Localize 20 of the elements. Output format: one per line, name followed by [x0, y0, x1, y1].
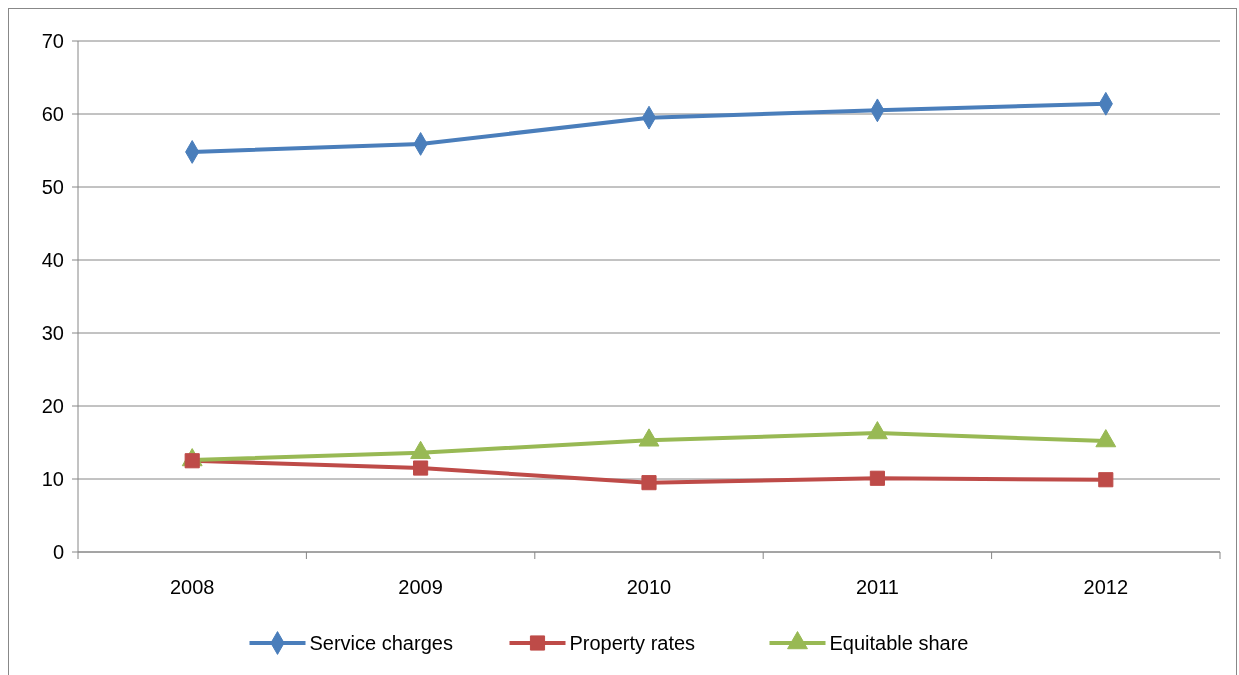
x-tick-label: 2010: [626, 576, 672, 598]
x-tick-label: 2011: [855, 576, 899, 598]
point: [1098, 472, 1114, 488]
x-tick-label: 2012: [1083, 576, 1129, 598]
legend-label: Property rates: [569, 632, 696, 654]
y-tick-label: 10: [41, 468, 64, 490]
y-tick-label: 70: [41, 30, 64, 52]
y-tick-label: 0: [52, 541, 64, 563]
point: [869, 470, 885, 486]
legend-label: Service charges: [309, 632, 453, 654]
y-tick-label: 20: [41, 395, 64, 417]
y-tick-label: 60: [41, 103, 64, 125]
legend-label: Equitable share: [829, 632, 969, 654]
x-tick-label: 2009: [398, 576, 443, 598]
y-tick-label: 40: [41, 249, 64, 271]
point: [641, 475, 657, 491]
y-tick-label: 50: [41, 176, 64, 198]
y-tick-label: 30: [41, 322, 64, 344]
x-tick-label: 2008: [169, 576, 215, 598]
point: [413, 460, 429, 476]
